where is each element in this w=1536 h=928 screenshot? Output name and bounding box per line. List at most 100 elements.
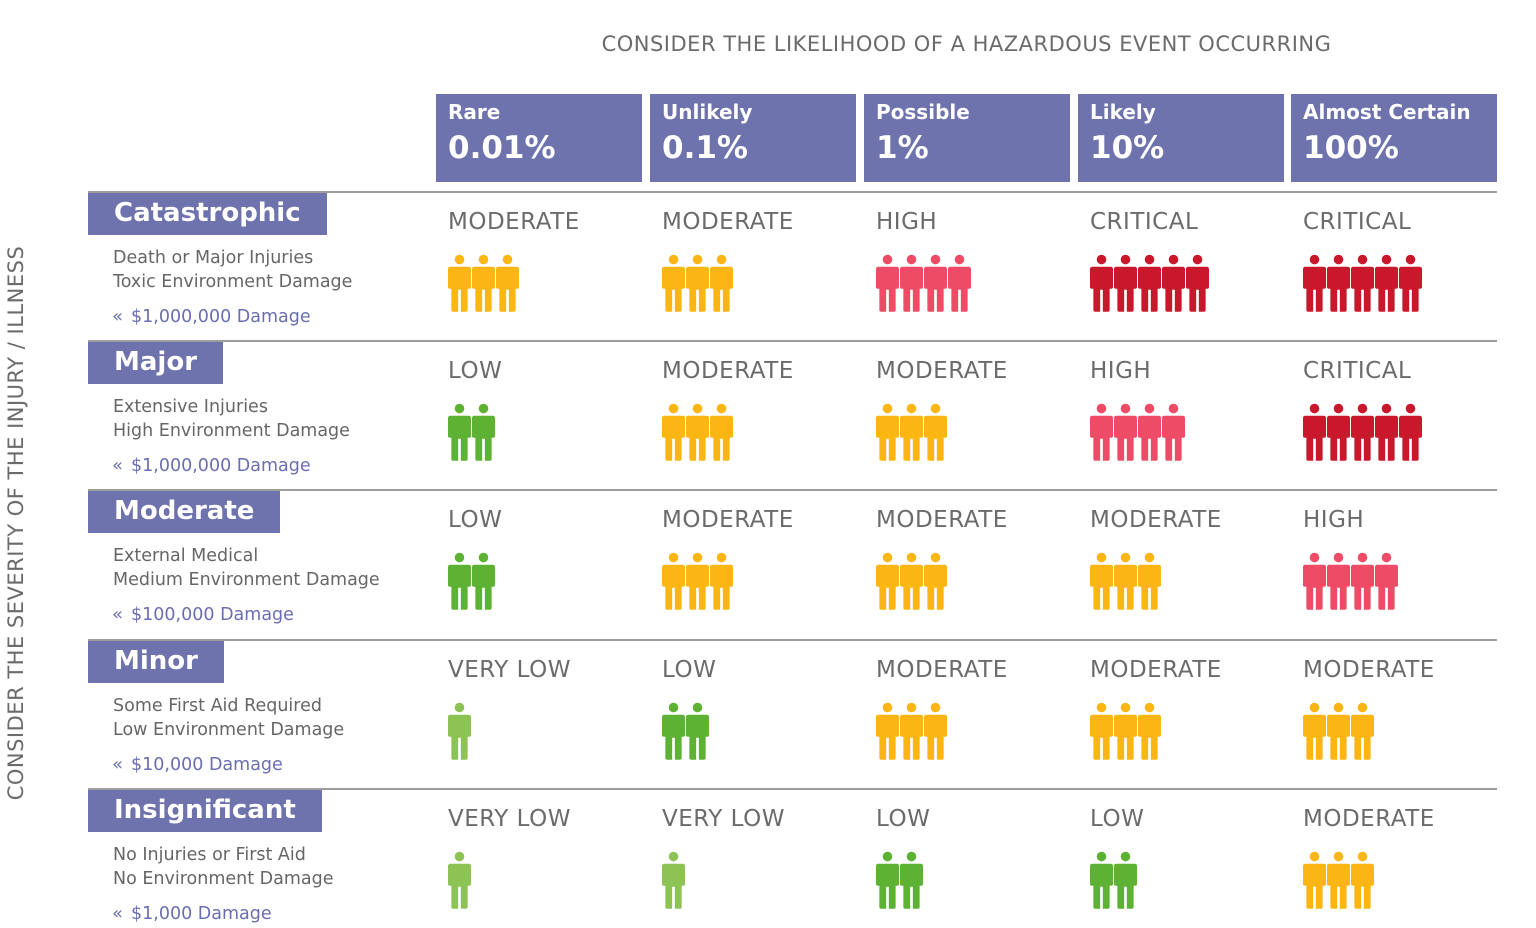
likelihood-percent: 100% bbox=[1303, 130, 1399, 166]
person-icon bbox=[662, 254, 685, 312]
severity-description-line: No Injuries or First Aid bbox=[113, 845, 306, 865]
likelihood-percent: 10% bbox=[1090, 130, 1165, 166]
person-icon bbox=[876, 702, 899, 760]
person-icon bbox=[662, 702, 685, 760]
person-icon bbox=[1351, 851, 1374, 909]
risk-level-text: LOW bbox=[876, 806, 931, 832]
likelihood-label: Likely bbox=[1090, 100, 1156, 124]
person-icon bbox=[1351, 254, 1374, 312]
person-icon bbox=[1162, 254, 1185, 312]
person-icon bbox=[1303, 552, 1326, 610]
severity-damage-value: $10,000 Damage bbox=[131, 755, 283, 775]
double-chevron-left-icon: « bbox=[112, 754, 124, 775]
person-icon bbox=[1114, 403, 1137, 461]
severity-description: Death or Major Injuries Toxic Environment… bbox=[113, 246, 352, 294]
risk-level-text: LOW bbox=[448, 507, 503, 533]
person-icon bbox=[472, 552, 495, 610]
severity-description-line: Some First Aid Required bbox=[113, 696, 322, 716]
severity-description-line: Extensive Injuries bbox=[113, 397, 268, 417]
person-icon bbox=[900, 403, 923, 461]
severity-label-catastrophic: Catastrophic bbox=[88, 193, 327, 235]
double-chevron-left-icon: « bbox=[112, 903, 124, 924]
person-icon bbox=[1327, 851, 1350, 909]
person-icon bbox=[1351, 403, 1374, 461]
risk-level-text: VERY LOW bbox=[448, 657, 571, 683]
risk-level-text: MODERATE bbox=[1303, 657, 1435, 683]
person-icon bbox=[876, 254, 899, 312]
person-icon bbox=[924, 702, 947, 760]
person-icon bbox=[662, 403, 685, 461]
severity-description: External Medical Medium Environment Damag… bbox=[113, 544, 380, 592]
person-icon bbox=[1303, 851, 1326, 909]
risk-level-text: MODERATE bbox=[662, 507, 794, 533]
person-icon bbox=[686, 552, 709, 610]
person-icon bbox=[1138, 552, 1161, 610]
person-icon bbox=[1090, 851, 1113, 909]
risk-level-text: VERY LOW bbox=[662, 806, 785, 832]
person-icon bbox=[1399, 254, 1422, 312]
severity-damage-value: $1,000 Damage bbox=[131, 904, 272, 924]
person-icon bbox=[1375, 254, 1398, 312]
risk-level-text: LOW bbox=[1090, 806, 1145, 832]
person-icon bbox=[1114, 702, 1137, 760]
risk-level-text: CRITICAL bbox=[1303, 209, 1412, 235]
person-icon bbox=[1186, 254, 1209, 312]
severity-damage: « $10,000 Damage bbox=[112, 754, 283, 775]
person-icon bbox=[1351, 702, 1374, 760]
risk-level-text: MODERATE bbox=[1090, 507, 1222, 533]
severity-damage-value: $100,000 Damage bbox=[131, 605, 294, 625]
person-icon bbox=[1303, 254, 1326, 312]
person-icon bbox=[924, 552, 947, 610]
row-divider bbox=[88, 788, 1497, 790]
person-icon bbox=[686, 254, 709, 312]
person-icon bbox=[1399, 403, 1422, 461]
row-divider bbox=[88, 639, 1497, 641]
severity-description-line: Death or Major Injuries bbox=[113, 248, 314, 268]
person-icon bbox=[1327, 254, 1350, 312]
likelihood-header-almost-certain: Almost Certain 100% bbox=[1291, 94, 1497, 182]
risk-level-text: HIGH bbox=[1090, 358, 1152, 384]
person-icon bbox=[472, 254, 495, 312]
risk-level-text: MODERATE bbox=[448, 209, 580, 235]
double-chevron-left-icon: « bbox=[112, 306, 124, 327]
person-icon bbox=[448, 254, 471, 312]
person-icon bbox=[472, 403, 495, 461]
severity-damage: « $100,000 Damage bbox=[112, 604, 294, 625]
person-icon bbox=[1375, 403, 1398, 461]
risk-level-text: MODERATE bbox=[1090, 657, 1222, 683]
person-icon bbox=[924, 403, 947, 461]
likelihood-header-possible: Possible 1% bbox=[864, 94, 1070, 182]
top-title: CONSIDER THE LIKELIHOOD OF A HAZARDOUS E… bbox=[601, 32, 1332, 56]
double-chevron-left-icon: « bbox=[112, 604, 124, 625]
person-icon bbox=[1375, 552, 1398, 610]
person-icon bbox=[1114, 851, 1137, 909]
person-icon bbox=[876, 403, 899, 461]
row-divider bbox=[88, 489, 1497, 491]
risk-level-text: MODERATE bbox=[876, 507, 1008, 533]
severity-damage-value: $1,000,000 Damage bbox=[131, 307, 311, 327]
person-icon bbox=[662, 552, 685, 610]
person-icon bbox=[448, 851, 471, 909]
person-icon bbox=[1138, 702, 1161, 760]
person-icon bbox=[1327, 552, 1350, 610]
severity-damage: « $1,000 Damage bbox=[112, 903, 272, 924]
likelihood-label: Unlikely bbox=[662, 100, 753, 124]
severity-description-line: Low Environment Damage bbox=[113, 720, 345, 740]
severity-label-insignificant: Insignificant bbox=[88, 790, 322, 832]
person-icon bbox=[710, 254, 733, 312]
severity-description-line: Medium Environment Damage bbox=[113, 570, 380, 590]
severity-label-minor: Minor bbox=[88, 641, 224, 683]
person-icon bbox=[1090, 254, 1113, 312]
severity-description: No Injuries or First Aid No Environment D… bbox=[113, 843, 334, 891]
risk-level-text: MODERATE bbox=[876, 358, 1008, 384]
likelihood-percent: 0.01% bbox=[448, 130, 556, 166]
severity-description: Extensive Injuries High Environment Damag… bbox=[113, 395, 350, 443]
person-icon bbox=[686, 403, 709, 461]
risk-level-text: HIGH bbox=[1303, 507, 1365, 533]
person-icon bbox=[1090, 552, 1113, 610]
likelihood-header-likely: Likely 10% bbox=[1078, 94, 1284, 182]
person-icon bbox=[900, 254, 923, 312]
row-divider bbox=[88, 340, 1497, 342]
person-icon bbox=[448, 403, 471, 461]
severity-description: Some First Aid Required Low Environment D… bbox=[113, 694, 344, 742]
